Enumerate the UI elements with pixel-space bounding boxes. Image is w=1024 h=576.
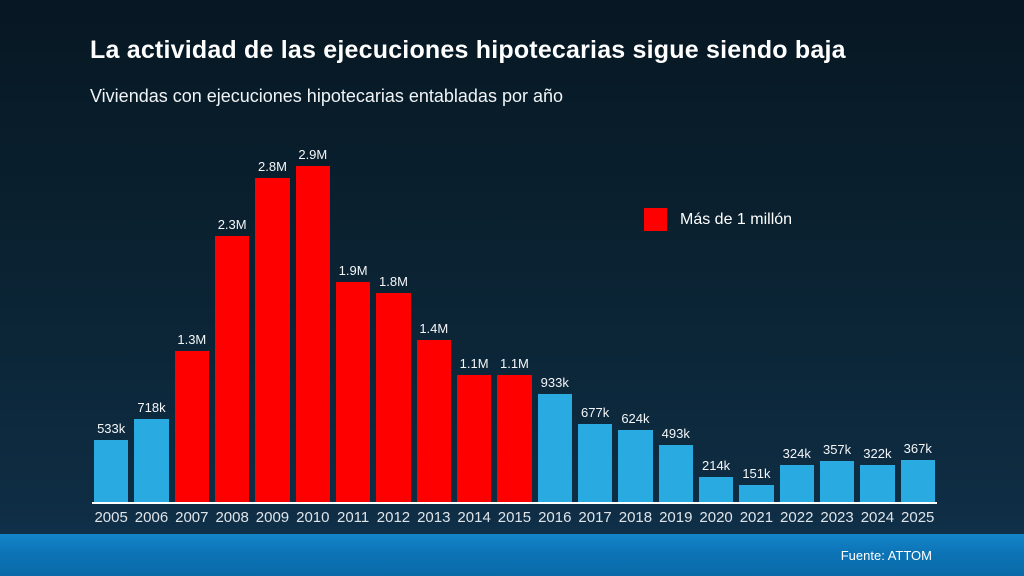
bar-value-label: 493k [661,425,690,441]
bar [134,418,169,502]
bar-value-label: 2.3M [217,216,247,232]
bar-column: 1.4M [416,320,451,502]
x-axis-tick-label: 2021 [739,509,774,526]
bar-column: 1.1M [456,355,492,502]
bar [376,293,411,502]
bar [94,440,129,502]
x-axis-tick-label: 2009 [255,509,290,526]
bar [900,459,935,502]
bar-value-label: 2.8M [258,158,287,174]
x-axis-tick-label: 2020 [699,509,733,526]
bar-column: 533k [94,421,129,502]
x-axis-tick-label: 2007 [175,509,209,526]
bar-value-label: 624k [621,410,650,426]
bars: 533k 718k 1.3M 2.3M 2.8M 2.9M 1.9M 1.8M 1.4M 1.1M… [92,146,937,502]
x-axis-tick-label: 2015 [497,509,532,526]
bar [497,374,532,502]
bar-value-label: 933k [540,374,569,390]
x-axis-line [92,502,937,504]
legend-label: Más de 1 millón [680,210,793,228]
bar-column: 1.1M [497,355,532,502]
x-axis-tick-label: 2025 [901,509,935,526]
bar [860,464,895,502]
bar-column: 357k [819,441,855,502]
bar [295,166,330,502]
page-title: La actividad de las ejecuciones hipoteca… [90,36,846,64]
x-axis-tick-label: 2019 [659,509,693,526]
bar [739,484,774,502]
bar-column: 322k [860,445,895,502]
bar-value-label: 1.1M [459,355,489,371]
bar-column: 2.8M [255,158,290,502]
x-axis-tick-label: 2013 [417,509,451,526]
bar-column: 677k [577,404,613,502]
bar-value-label: 2.9M [298,147,328,162]
bar-column: 1.8M [376,274,411,502]
bar-value-label: 367k [903,440,932,456]
bar [335,281,371,502]
bar [214,235,250,502]
bar [618,429,653,502]
x-axis-tick-label: 2014 [457,509,491,526]
bar [174,351,209,502]
x-axis-tick-label: 2016 [538,509,572,526]
bar [416,339,451,502]
chart-subtitle: Viviendas con ejecuciones hipotecarias e… [90,86,563,106]
bar-value-label: 1.9M [338,262,368,278]
bar-value-label: 1.1M [499,355,529,371]
bar-column: 493k [658,425,693,502]
bar-column: 624k [618,410,653,502]
bar [537,393,572,502]
bar-column: 151k [739,465,774,502]
bar-value-label: 1.3M [177,332,207,348]
bar-column: 1.3M [174,332,209,502]
x-axis-tick-label: 2023 [820,509,854,526]
bar-column: 367k [900,440,935,502]
bar [698,477,734,502]
bar-column: 2.3M [214,216,250,502]
x-axis-tick-label: 2008 [215,509,249,526]
footer-bar: Fuente: ATTOM [0,534,1024,576]
bar-column: 718k [134,399,169,502]
bar-chart: 533k 718k 1.3M 2.3M 2.8M 2.9M 1.9M 1.8M 1.4M 1.1M… [92,146,937,502]
bar [456,374,492,502]
bar [577,423,613,502]
bar-column: 2.9M [295,147,330,502]
x-axis-tick-label: 2022 [780,509,814,526]
x-axis-tick-label: 2006 [134,509,169,526]
bar [255,177,290,502]
bar-value-label: 357k [822,441,852,457]
bar-value-label: 151k [742,465,771,481]
bar-value-label: 1.8M [379,274,408,290]
x-axis-tick-label: 2018 [618,509,653,526]
source-attribution: Fuente: ATTOM [840,547,932,563]
bar-column: 214k [698,458,734,502]
x-axis-tick-label: 2012 [376,509,411,526]
x-axis-tick-label: 2024 [860,509,895,526]
bar-value-label: 214k [701,458,731,474]
bar [819,460,855,502]
bar-column: 324k [779,445,814,502]
bar-column: 933k [537,374,572,502]
x-axis-tick-label: 2010 [296,509,330,526]
bar-value-label: 718k [137,399,166,415]
x-axis-labels: 2005 2006 2007 2008 2009 2010 2011 2012 2013 2014… [92,509,937,526]
x-axis-tick-label: 2017 [578,509,612,526]
x-axis-tick-label: 2011 [337,509,370,526]
legend-swatch-red [644,208,667,231]
bar-value-label: 533k [97,421,126,437]
bar-value-label: 324k [782,445,811,461]
bar [658,444,693,502]
x-axis-tick-label: 2005 [94,509,128,526]
bar-value-label: 322k [863,445,892,461]
bar-column: 1.9M [335,262,371,502]
bar-value-label: 1.4M [419,320,449,336]
legend: Más de 1 millón [644,208,792,231]
bar [779,464,814,502]
bar-value-label: 677k [581,404,610,420]
